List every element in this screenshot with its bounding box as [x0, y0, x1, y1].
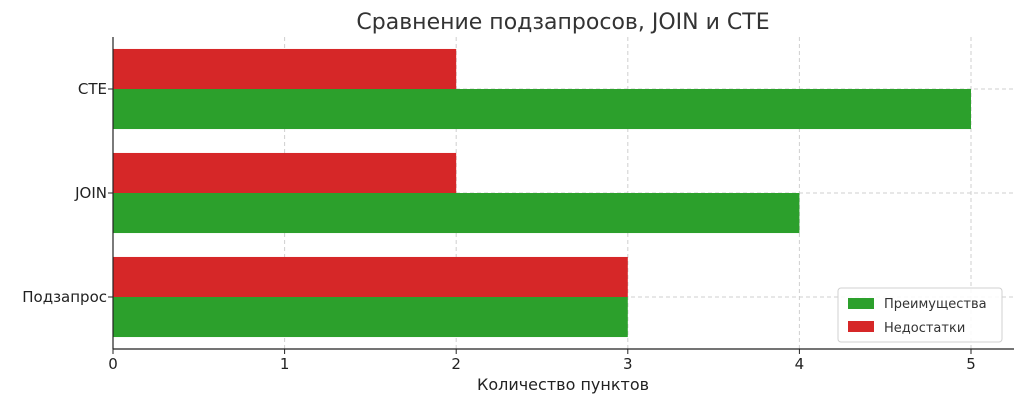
- x-tick-label-0: 0: [108, 355, 118, 373]
- x-tick-label-2: 2: [451, 355, 461, 373]
- legend-label-disadvantages: Недостатки: [884, 321, 965, 336]
- chart-title: Сравнение подзапросов, JOIN и CTE: [356, 10, 769, 35]
- y-ticks: Подзапрос JOIN CTE: [22, 80, 113, 306]
- legend-box: [837, 287, 1003, 343]
- bar-disadvantages-0: [113, 256, 628, 297]
- bar-advantages-0: [113, 297, 628, 338]
- bars: [113, 48, 971, 338]
- x-tick-label-4: 4: [795, 355, 805, 373]
- y-tick-label-1: JOIN: [74, 184, 107, 202]
- x-tick-label-3: 3: [623, 355, 633, 373]
- legend-label-advantages: Преимущества: [884, 297, 987, 312]
- bar-advantages-2: [113, 89, 971, 130]
- x-axis-label: Количество пунктов: [477, 375, 649, 394]
- legend: Преимущества Недостатки: [837, 287, 1003, 343]
- bar-advantages-1: [113, 193, 800, 234]
- y-tick-label-2: CTE: [78, 80, 107, 98]
- x-tick-label-1: 1: [280, 355, 290, 373]
- bar-disadvantages-2: [113, 48, 457, 89]
- x-tick-label-5: 5: [966, 355, 976, 373]
- legend-swatch-disadvantages: [848, 321, 874, 332]
- bar-disadvantages-1: [113, 152, 457, 193]
- x-ticks: 0 1 2 3 4 5: [108, 349, 976, 373]
- legend-swatch-advantages: [848, 298, 874, 309]
- y-tick-label-0: Подзапрос: [22, 288, 107, 306]
